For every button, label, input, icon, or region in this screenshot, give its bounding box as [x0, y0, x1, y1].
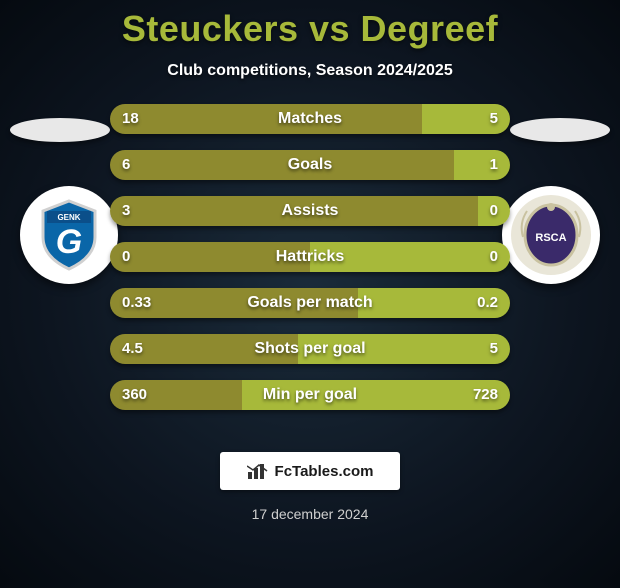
bar-chart-icon	[247, 462, 269, 480]
stat-row: 61Goals	[110, 150, 510, 180]
page-title: Steuckers vs Degreef	[0, 8, 620, 50]
club-crest-right: RSCA	[502, 186, 600, 284]
stat-value-left: 360	[110, 380, 159, 410]
stat-value-left: 18	[110, 104, 151, 134]
stat-row: 360728Min per goal	[110, 380, 510, 410]
stat-value-left: 3	[110, 196, 142, 226]
stat-value-right: 5	[478, 334, 510, 364]
stat-bars: 185Matches61Goals30Assists00Hattricks0.3…	[110, 104, 510, 426]
stat-row: 0.330.2Goals per match	[110, 288, 510, 318]
date-text: 17 december 2024	[0, 506, 620, 522]
club-crest-left: GENK G	[20, 186, 118, 284]
stat-value-right: 0	[478, 242, 510, 272]
crown-dot-icon	[547, 203, 555, 211]
brand-badge[interactable]: FcTables.com	[220, 452, 400, 490]
subtitle: Club competitions, Season 2024/2025	[0, 62, 620, 80]
stat-value-right: 728	[461, 380, 510, 410]
stat-value-left: 0	[110, 242, 142, 272]
crest-band-text: GENK	[57, 213, 80, 222]
anderlecht-crest-icon: RSCA	[509, 193, 593, 277]
stat-value-left: 0.33	[110, 288, 163, 318]
stat-seg-left	[110, 104, 422, 134]
genk-crest-icon: GENK G	[29, 195, 109, 275]
stat-row: 185Matches	[110, 104, 510, 134]
stat-row: 30Assists	[110, 196, 510, 226]
stat-value-left: 4.5	[110, 334, 155, 364]
comparison-panel: GENK G RSCA 185Matches61Goals30Assists00…	[0, 104, 620, 424]
player-head-right	[510, 118, 610, 142]
stat-seg-left	[110, 196, 478, 226]
stat-value-right: 0.2	[465, 288, 510, 318]
stat-row: 4.55Shots per goal	[110, 334, 510, 364]
stat-row: 00Hattricks	[110, 242, 510, 272]
player-head-left	[10, 118, 110, 142]
brand-text: FcTables.com	[275, 463, 374, 480]
stat-value-right: 0	[478, 196, 510, 226]
stat-seg-left	[110, 150, 454, 180]
stat-value-right: 5	[478, 104, 510, 134]
crest-letter: G	[56, 223, 82, 261]
stat-value-left: 6	[110, 150, 142, 180]
crest-letters: RSCA	[535, 232, 566, 244]
stat-value-right: 1	[478, 150, 510, 180]
